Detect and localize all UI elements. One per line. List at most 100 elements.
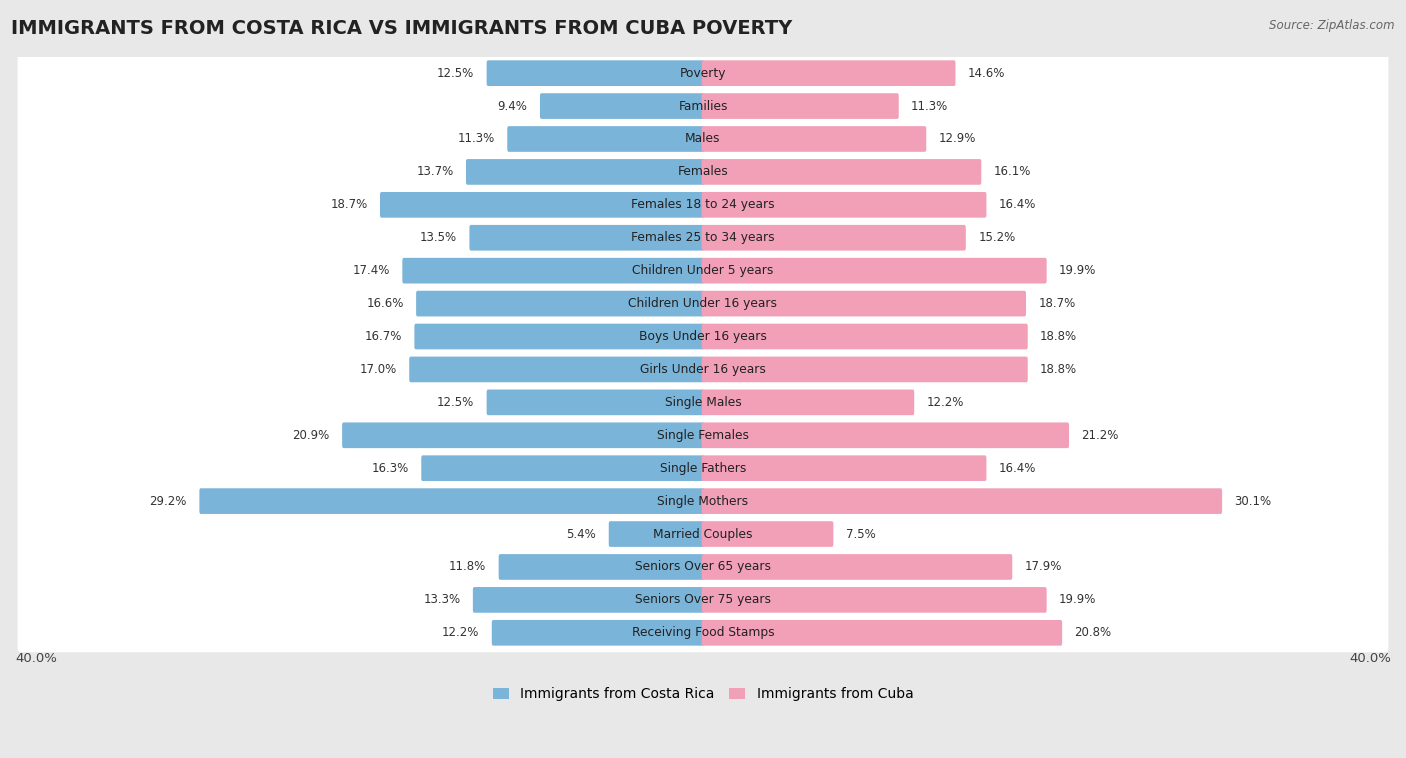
Text: 18.8%: 18.8% bbox=[1040, 363, 1077, 376]
Text: 16.7%: 16.7% bbox=[364, 330, 402, 343]
Text: 12.5%: 12.5% bbox=[437, 67, 474, 80]
FancyBboxPatch shape bbox=[508, 126, 704, 152]
FancyBboxPatch shape bbox=[18, 152, 1388, 191]
Text: 18.7%: 18.7% bbox=[330, 199, 367, 211]
FancyBboxPatch shape bbox=[416, 291, 704, 316]
FancyBboxPatch shape bbox=[18, 317, 1388, 356]
Text: 20.9%: 20.9% bbox=[292, 429, 330, 442]
FancyBboxPatch shape bbox=[702, 390, 914, 415]
FancyBboxPatch shape bbox=[702, 192, 987, 218]
Text: 17.4%: 17.4% bbox=[353, 265, 389, 277]
FancyBboxPatch shape bbox=[499, 554, 704, 580]
FancyBboxPatch shape bbox=[702, 620, 1062, 646]
FancyBboxPatch shape bbox=[380, 192, 704, 218]
FancyBboxPatch shape bbox=[702, 258, 1046, 283]
Text: 12.2%: 12.2% bbox=[441, 626, 479, 639]
FancyBboxPatch shape bbox=[702, 291, 1026, 316]
Text: Females: Females bbox=[678, 165, 728, 178]
Text: 11.3%: 11.3% bbox=[911, 99, 949, 113]
Text: 29.2%: 29.2% bbox=[149, 495, 187, 508]
Text: 7.5%: 7.5% bbox=[846, 528, 876, 540]
FancyBboxPatch shape bbox=[702, 587, 1046, 612]
Text: Seniors Over 75 years: Seniors Over 75 years bbox=[636, 594, 770, 606]
Text: 11.3%: 11.3% bbox=[457, 133, 495, 146]
Text: Girls Under 16 years: Girls Under 16 years bbox=[640, 363, 766, 376]
FancyBboxPatch shape bbox=[18, 515, 1388, 553]
Text: 13.7%: 13.7% bbox=[416, 165, 454, 178]
FancyBboxPatch shape bbox=[18, 613, 1388, 652]
Text: Single Mothers: Single Mothers bbox=[658, 495, 748, 508]
Text: Children Under 16 years: Children Under 16 years bbox=[628, 297, 778, 310]
FancyBboxPatch shape bbox=[18, 416, 1388, 455]
Text: Families: Families bbox=[678, 99, 728, 113]
FancyBboxPatch shape bbox=[18, 547, 1388, 587]
FancyBboxPatch shape bbox=[409, 356, 704, 382]
FancyBboxPatch shape bbox=[702, 324, 1028, 349]
Text: 16.4%: 16.4% bbox=[998, 462, 1036, 475]
Text: Source: ZipAtlas.com: Source: ZipAtlas.com bbox=[1270, 19, 1395, 32]
FancyBboxPatch shape bbox=[702, 356, 1028, 382]
FancyBboxPatch shape bbox=[18, 284, 1388, 323]
Text: 19.9%: 19.9% bbox=[1059, 265, 1097, 277]
Text: Females 25 to 34 years: Females 25 to 34 years bbox=[631, 231, 775, 244]
FancyBboxPatch shape bbox=[486, 390, 704, 415]
Text: 20.8%: 20.8% bbox=[1074, 626, 1112, 639]
Text: 40.0%: 40.0% bbox=[1350, 652, 1391, 665]
FancyBboxPatch shape bbox=[18, 218, 1388, 257]
Text: 16.6%: 16.6% bbox=[367, 297, 404, 310]
Text: Single Fathers: Single Fathers bbox=[659, 462, 747, 475]
FancyBboxPatch shape bbox=[415, 324, 704, 349]
FancyBboxPatch shape bbox=[18, 54, 1388, 92]
Text: Single Females: Single Females bbox=[657, 429, 749, 442]
Text: 12.2%: 12.2% bbox=[927, 396, 965, 409]
FancyBboxPatch shape bbox=[609, 522, 704, 547]
FancyBboxPatch shape bbox=[18, 481, 1388, 521]
FancyBboxPatch shape bbox=[486, 61, 704, 86]
Text: Poverty: Poverty bbox=[679, 67, 727, 80]
Text: 18.8%: 18.8% bbox=[1040, 330, 1077, 343]
Text: 19.9%: 19.9% bbox=[1059, 594, 1097, 606]
Text: 17.0%: 17.0% bbox=[360, 363, 396, 376]
Text: 30.1%: 30.1% bbox=[1234, 495, 1271, 508]
Text: 21.2%: 21.2% bbox=[1081, 429, 1119, 442]
Text: Males: Males bbox=[685, 133, 721, 146]
Text: 16.1%: 16.1% bbox=[994, 165, 1031, 178]
FancyBboxPatch shape bbox=[200, 488, 704, 514]
Text: Receiving Food Stamps: Receiving Food Stamps bbox=[631, 626, 775, 639]
Text: 9.4%: 9.4% bbox=[498, 99, 527, 113]
Text: 11.8%: 11.8% bbox=[449, 560, 486, 574]
Text: 16.3%: 16.3% bbox=[371, 462, 409, 475]
Text: 13.5%: 13.5% bbox=[420, 231, 457, 244]
FancyBboxPatch shape bbox=[702, 159, 981, 185]
FancyBboxPatch shape bbox=[472, 587, 704, 612]
Text: 13.3%: 13.3% bbox=[423, 594, 461, 606]
Text: Boys Under 16 years: Boys Under 16 years bbox=[640, 330, 766, 343]
FancyBboxPatch shape bbox=[18, 350, 1388, 389]
FancyBboxPatch shape bbox=[18, 251, 1388, 290]
Text: 12.9%: 12.9% bbox=[939, 133, 976, 146]
FancyBboxPatch shape bbox=[18, 186, 1388, 224]
FancyBboxPatch shape bbox=[402, 258, 704, 283]
FancyBboxPatch shape bbox=[18, 449, 1388, 487]
FancyBboxPatch shape bbox=[422, 456, 704, 481]
FancyBboxPatch shape bbox=[18, 120, 1388, 158]
FancyBboxPatch shape bbox=[702, 93, 898, 119]
FancyBboxPatch shape bbox=[702, 522, 834, 547]
Text: 16.4%: 16.4% bbox=[998, 199, 1036, 211]
FancyBboxPatch shape bbox=[18, 86, 1388, 126]
Text: 5.4%: 5.4% bbox=[567, 528, 596, 540]
FancyBboxPatch shape bbox=[470, 225, 704, 251]
FancyBboxPatch shape bbox=[702, 488, 1222, 514]
Text: 15.2%: 15.2% bbox=[979, 231, 1015, 244]
Text: Married Couples: Married Couples bbox=[654, 528, 752, 540]
FancyBboxPatch shape bbox=[702, 422, 1069, 448]
FancyBboxPatch shape bbox=[492, 620, 704, 646]
FancyBboxPatch shape bbox=[18, 581, 1388, 619]
FancyBboxPatch shape bbox=[702, 126, 927, 152]
Text: 17.9%: 17.9% bbox=[1025, 560, 1062, 574]
Text: 18.7%: 18.7% bbox=[1039, 297, 1076, 310]
Text: 12.5%: 12.5% bbox=[437, 396, 474, 409]
FancyBboxPatch shape bbox=[540, 93, 704, 119]
Legend: Immigrants from Costa Rica, Immigrants from Cuba: Immigrants from Costa Rica, Immigrants f… bbox=[486, 682, 920, 707]
FancyBboxPatch shape bbox=[18, 383, 1388, 421]
